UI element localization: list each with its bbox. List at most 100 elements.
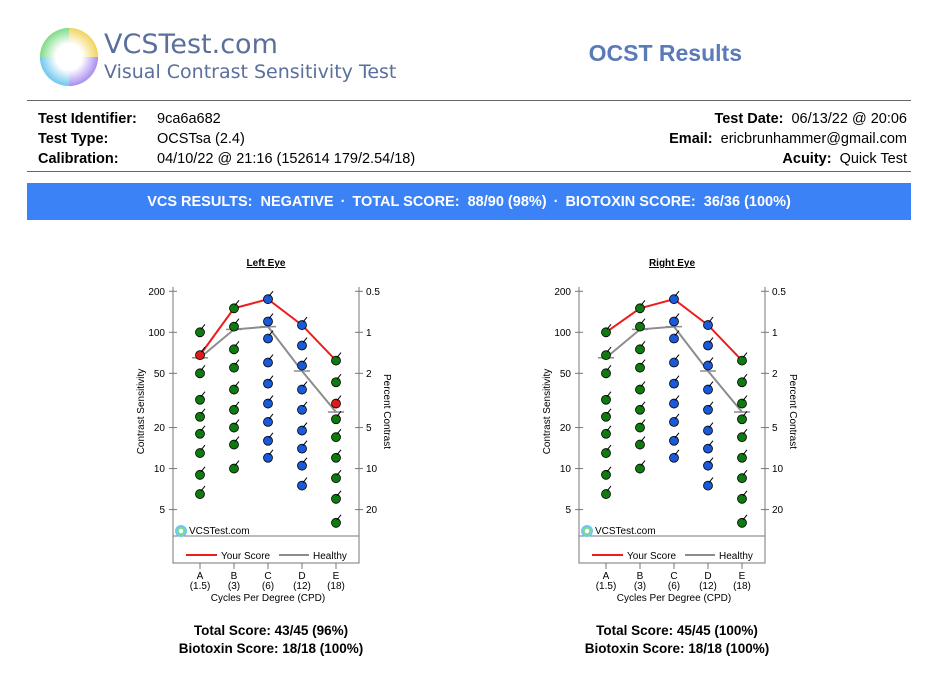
plate-dot xyxy=(331,398,341,409)
plate-tick xyxy=(302,440,308,446)
plate-tick xyxy=(268,330,274,336)
plate-tick xyxy=(640,359,646,365)
right-eye-total-score: Total Score: 45/45 (100%) xyxy=(596,623,758,638)
test-type-label: Test Type: xyxy=(38,131,109,147)
email-label: Email: xyxy=(669,131,713,147)
x-tick-sublabel: (18) xyxy=(327,581,345,592)
legend-healthy-label: Healthy xyxy=(313,551,347,562)
x-tick-sublabel: (1.5) xyxy=(596,581,617,592)
chart-title: Right Eye xyxy=(649,258,696,269)
plate-tick xyxy=(640,341,646,347)
plate-dot xyxy=(601,469,611,480)
plate-tick xyxy=(674,432,680,439)
test-date-value: 06/13/22 @ 20:06 xyxy=(791,111,907,127)
plate-dot xyxy=(737,473,747,484)
test-info-right: Test Date: 06/13/22 @ 20:06 Email: ericbru… xyxy=(669,109,907,169)
plate-dot xyxy=(297,360,307,371)
y2-axis-label: Percent Contrast xyxy=(787,374,798,449)
plate-tick xyxy=(234,318,240,324)
plate-dot xyxy=(669,398,679,409)
watermark-text: VCSTest.com xyxy=(595,526,656,537)
plate-tick xyxy=(674,395,680,401)
plate-tick xyxy=(640,299,646,306)
watermark-icon-center xyxy=(584,528,590,534)
biotoxin-score-text: BIOTOXIN SCORE: 36/36 (100%) xyxy=(565,193,791,210)
plate-dot xyxy=(703,340,713,351)
x-tick-sublabel: (12) xyxy=(293,581,311,592)
plate-tick xyxy=(640,460,646,466)
plate-tick xyxy=(336,428,342,435)
plate-tick xyxy=(742,428,748,435)
left-eye-panel: Left Eye 200 100 50 20 10 5 0.5 1 2 5 10 20 Contrast … xyxy=(131,248,411,668)
plate-dot xyxy=(703,320,713,330)
legend-healthy-label: Healthy xyxy=(719,551,753,562)
plate-dot xyxy=(195,368,205,379)
test-identifier-value: 9ca6a682 xyxy=(157,111,221,127)
vcstest-logo-icon xyxy=(40,28,98,86)
plate-tick xyxy=(606,466,612,473)
y2-tick-label: 20 xyxy=(772,505,784,516)
plate-tick xyxy=(234,436,240,442)
plate-dot xyxy=(669,417,679,427)
plate-dot xyxy=(601,350,611,361)
plate-dot xyxy=(195,448,205,458)
plate-dot xyxy=(297,480,307,491)
plate-dot xyxy=(669,294,679,305)
plate-tick xyxy=(200,425,206,432)
plate-dot xyxy=(263,417,273,427)
plate-tick xyxy=(268,395,274,401)
plate-dot xyxy=(669,378,679,389)
plate-dot xyxy=(703,404,713,415)
plate-dot xyxy=(331,517,341,528)
plate-dot xyxy=(229,344,239,355)
plate-tick xyxy=(336,352,342,358)
y2-tick-label: 5 xyxy=(366,423,372,434)
plate-dot xyxy=(737,355,747,366)
y-tick-label: 5 xyxy=(159,505,165,516)
plate-tick xyxy=(606,346,612,353)
plate-dot xyxy=(703,384,713,395)
plate-tick xyxy=(336,449,342,456)
plate-dot xyxy=(737,517,747,528)
calibration-label: Calibration: xyxy=(38,151,119,167)
top-divider xyxy=(27,100,911,101)
plate-tick xyxy=(640,318,646,324)
x-tick-sublabel: (12) xyxy=(699,581,717,592)
plate-dot xyxy=(669,316,679,327)
plate-dot xyxy=(669,357,679,368)
plate-tick xyxy=(234,401,240,408)
legend-your-score-label: Your Score xyxy=(627,551,677,562)
plate-dot xyxy=(737,432,747,443)
plate-dot xyxy=(601,394,611,405)
left-eye-chart: Left Eye 200 100 50 20 10 5 0.5 1 2 5 10 20 Contrast … xyxy=(136,258,392,604)
your-score-line xyxy=(605,298,743,362)
plate-dot xyxy=(737,452,747,463)
watermark: VCSTest.com xyxy=(175,525,250,537)
plate-dot xyxy=(601,368,611,379)
calibration-value: 04/10/22 @ 21:16 (152614 179/2.54/18) xyxy=(157,151,416,167)
plate-tick xyxy=(708,337,714,343)
plate-tick xyxy=(268,449,274,456)
plate-tick xyxy=(302,401,308,408)
y-tick-label: 10 xyxy=(560,464,572,475)
plate-dot xyxy=(229,303,239,314)
y2-tick-label: 10 xyxy=(772,464,784,475)
plate-dot xyxy=(297,460,307,471)
acuity-value: Quick Test xyxy=(839,151,907,167)
plate-tick xyxy=(200,391,206,398)
y2-tick-label: 10 xyxy=(366,464,378,475)
plate-dot xyxy=(195,489,205,499)
plate-dot xyxy=(669,435,679,446)
plate-tick xyxy=(302,381,308,387)
y-axis-label: Contrast Sensitivity xyxy=(136,369,147,455)
x-axis-label: Cycles Per Degree (CPD) xyxy=(211,593,325,604)
plate-tick xyxy=(268,290,274,297)
plate-dot xyxy=(601,327,611,338)
total-score-text: TOTAL SCORE: 88/90 (98%) xyxy=(352,193,547,210)
banner-separator: · xyxy=(553,193,559,210)
y2-tick-label: 0.5 xyxy=(366,287,380,298)
plate-tick xyxy=(234,299,240,306)
y2-tick-label: 1 xyxy=(366,328,372,339)
plate-tick xyxy=(640,419,646,425)
plate-dot xyxy=(703,425,713,436)
